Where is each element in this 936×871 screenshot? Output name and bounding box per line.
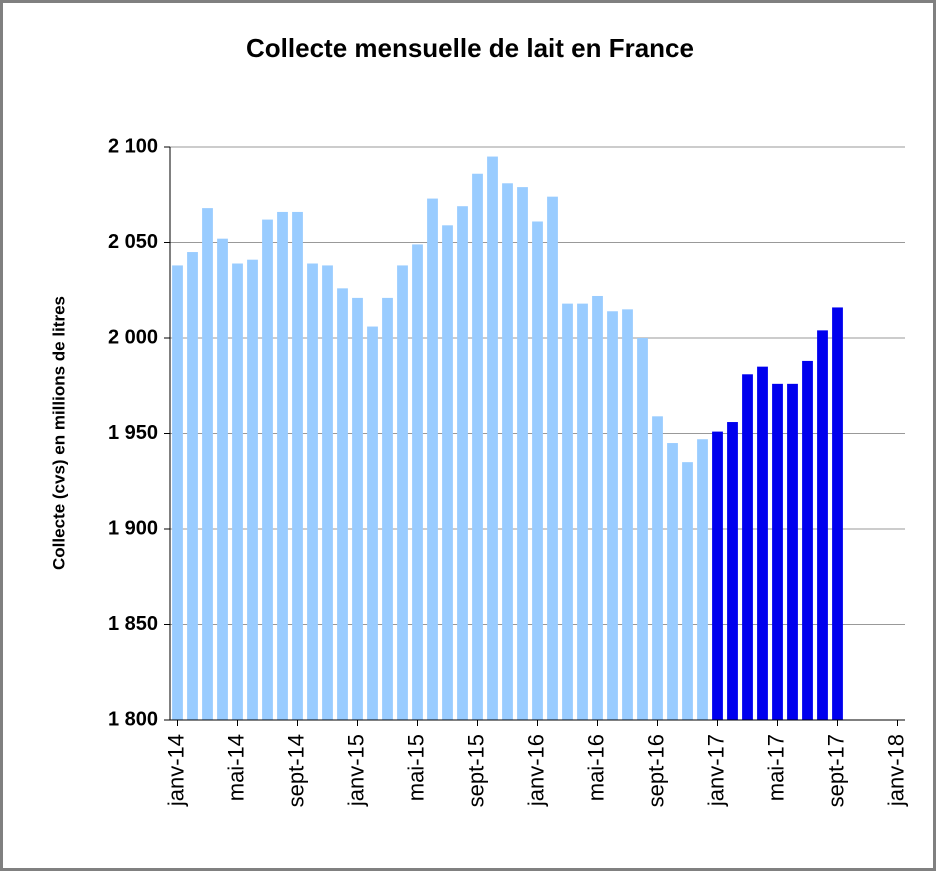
bar — [502, 183, 513, 721]
bar — [397, 265, 408, 720]
bar — [682, 462, 693, 720]
bar — [607, 311, 618, 720]
bar — [787, 383, 798, 720]
bar — [622, 309, 633, 720]
bar — [727, 422, 738, 720]
chart-title: Collecte mensuelle de lait en France — [246, 33, 694, 63]
y-tick-label: 1 900 — [108, 517, 158, 539]
bar — [562, 303, 573, 720]
x-tick-label: mai-16 — [583, 734, 608, 801]
y-axis-label: Collecte (cvs) en millions de litres — [49, 296, 68, 570]
x-tick-label: janv-15 — [343, 734, 368, 807]
bar — [757, 366, 768, 720]
bar — [247, 259, 258, 720]
x-tick-label: sept-14 — [283, 734, 308, 807]
bar — [322, 265, 333, 720]
bar — [832, 307, 843, 720]
bar — [307, 263, 318, 720]
y-tick-label: 2 000 — [108, 326, 158, 348]
bar — [352, 297, 363, 720]
bar — [532, 221, 543, 721]
bar — [412, 244, 423, 720]
bar — [232, 263, 243, 720]
bar — [187, 252, 198, 721]
bar — [427, 198, 438, 720]
bar — [292, 211, 303, 720]
bar — [472, 173, 483, 721]
bar — [217, 238, 228, 720]
x-tick-label: mai-14 — [223, 734, 248, 801]
bar — [517, 187, 528, 721]
bar — [817, 330, 828, 720]
bar — [442, 225, 453, 720]
bar — [487, 156, 498, 721]
bar — [667, 443, 678, 720]
y-tick-label: 1 800 — [108, 708, 158, 730]
x-tick-label: sept-15 — [463, 734, 488, 807]
bar — [367, 326, 378, 720]
x-tick-label: mai-15 — [403, 734, 428, 801]
x-tick-label: sept-17 — [823, 734, 848, 807]
x-tick-label: janv-17 — [703, 734, 728, 807]
bar — [262, 219, 273, 720]
bar — [697, 439, 708, 720]
x-tick-label: mai-17 — [763, 734, 788, 801]
bar — [547, 196, 558, 720]
bar — [382, 297, 393, 720]
x-tick-label: janv-16 — [523, 734, 548, 807]
y-tick-label: 2 050 — [108, 231, 158, 253]
bar — [277, 211, 288, 720]
bar — [712, 431, 723, 720]
bar — [592, 295, 603, 720]
bar — [202, 208, 213, 720]
bar — [772, 383, 783, 720]
bar — [172, 265, 183, 720]
bar — [652, 416, 663, 720]
bar — [457, 206, 468, 720]
x-tick-label: sept-16 — [643, 734, 668, 807]
bar — [742, 374, 753, 720]
y-tick-label: 2 100 — [108, 135, 158, 157]
y-tick-label: 1 950 — [108, 422, 158, 444]
bar — [802, 360, 813, 720]
bar — [337, 288, 348, 720]
bar — [577, 303, 588, 720]
y-tick-label: 1 850 — [108, 613, 158, 635]
x-tick-label: janv-14 — [163, 734, 188, 807]
bar — [637, 338, 648, 720]
x-tick-label: janv-18 — [883, 734, 908, 807]
